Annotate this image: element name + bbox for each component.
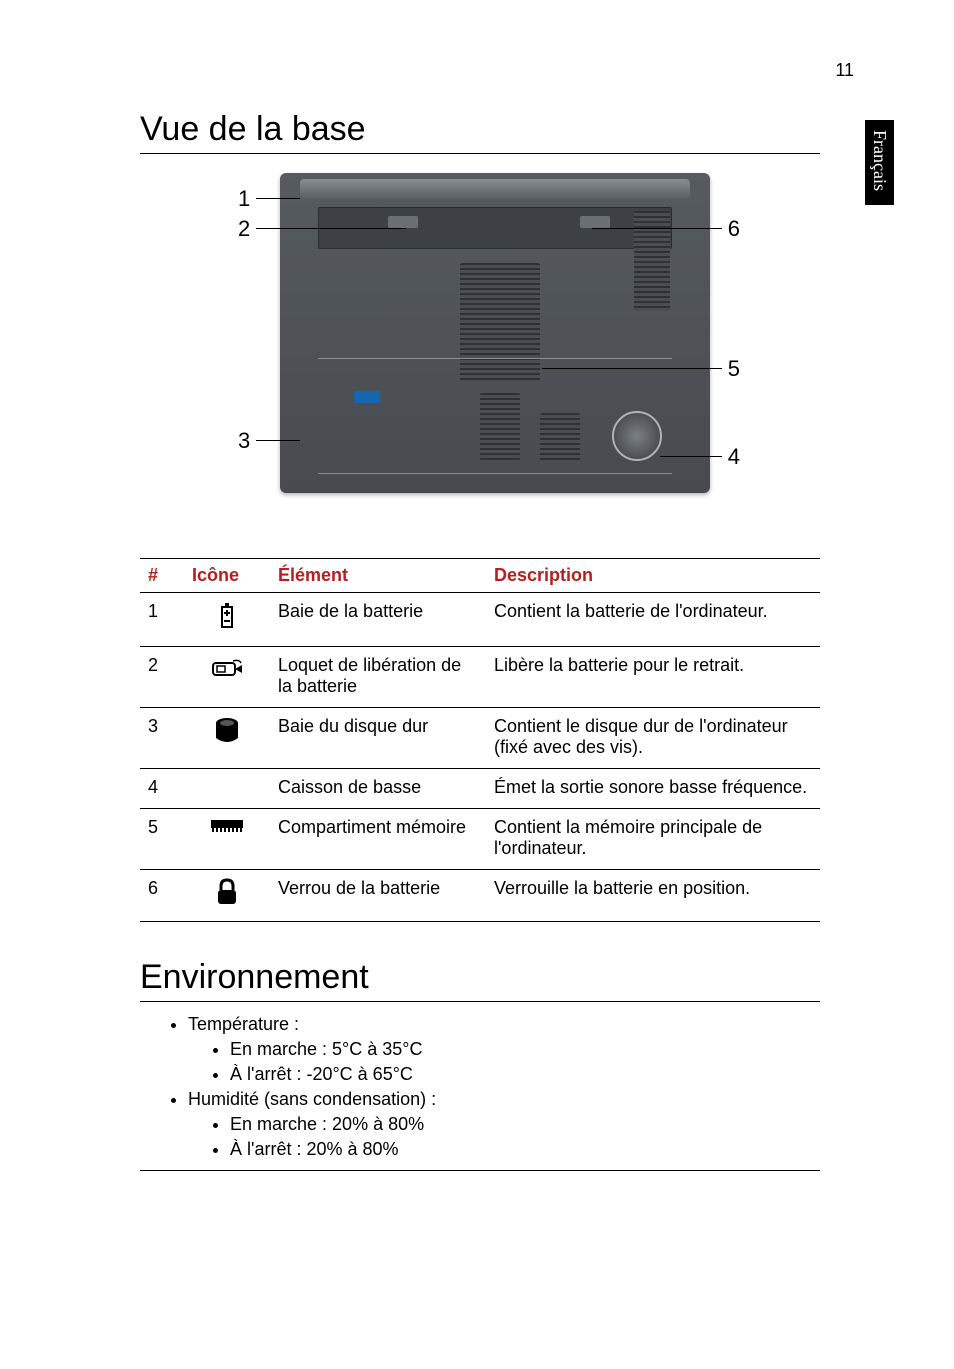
vent-shape (480, 393, 520, 463)
page-number: 11 (835, 60, 854, 81)
laptop-body (280, 173, 710, 493)
battery-lock-shape (580, 216, 610, 228)
battery-icon (216, 601, 238, 636)
hdd-icon (213, 716, 241, 751)
list-item: En marche : 20% à 80% (230, 1114, 820, 1135)
cell-icon (184, 809, 270, 870)
table-row: 3 Baie du disque dur Contient le disque … (140, 708, 820, 769)
cell-icon (184, 593, 270, 647)
callout-line (256, 440, 300, 441)
list-item: En marche : 5°C à 35°C (230, 1039, 820, 1060)
env-label: Température : (188, 1014, 299, 1034)
callout-label: 5 (728, 356, 740, 382)
divider (140, 1170, 820, 1171)
memory-icon (210, 817, 244, 838)
vent-shape (634, 211, 670, 311)
cell-icon (184, 870, 270, 922)
cell-element: Caisson de basse (270, 769, 486, 809)
cell-element: Baie de la batterie (270, 593, 486, 647)
table-row: 5 Compartiment mémoire Contient la mémoi… (140, 809, 820, 870)
col-header-description: Description (486, 559, 820, 593)
callout-label: 6 (728, 216, 740, 242)
callout-label: 4 (728, 444, 740, 470)
environment-sublist: En marche : 20% à 80% À l'arrêt : 20% à … (188, 1114, 820, 1160)
table-row: 4 Caisson de basse Émet la sortie sonore… (140, 769, 820, 809)
cell-num: 2 (140, 647, 184, 708)
subwoofer-shape (612, 411, 662, 461)
laptop-base-diagram: 1 2 3 6 5 4 (190, 168, 770, 528)
callout-line (660, 456, 722, 457)
panel-line (318, 473, 672, 474)
list-item: Température : En marche : 5°C à 35°C À l… (188, 1014, 820, 1085)
section-title-environment: Environnement (140, 958, 820, 1002)
vent-shape (540, 413, 580, 463)
section-title-base-view: Vue de la base (140, 110, 820, 154)
callout-label: 1 (238, 186, 250, 212)
cell-num: 5 (140, 809, 184, 870)
page-content: Vue de la base 1 2 3 6 (140, 110, 820, 1171)
list-item: À l'arrêt : 20% à 80% (230, 1139, 820, 1160)
callout-line (256, 228, 406, 229)
cell-num: 3 (140, 708, 184, 769)
col-header-element: Élément (270, 559, 486, 593)
callout-label: 2 (238, 216, 250, 242)
cell-description: Contient la mémoire principale de l'ordi… (486, 809, 820, 870)
cell-description: Contient le disque dur de l'ordinateur (… (486, 708, 820, 769)
table-row: 6 Verrou de la batterie Verrouille la ba… (140, 870, 820, 922)
lock-icon (215, 878, 239, 911)
cell-description: Verrouille la batterie en position. (486, 870, 820, 922)
cell-element: Baie du disque dur (270, 708, 486, 769)
parts-table: # Icône Élément Description 1 Baie de la… (140, 558, 820, 922)
list-item: À l'arrêt : -20°C à 65°C (230, 1064, 820, 1085)
table-header-row: # Icône Élément Description (140, 559, 820, 593)
callout-line (256, 198, 300, 199)
sticker-shape (354, 391, 380, 403)
cell-icon (184, 769, 270, 809)
cell-num: 1 (140, 593, 184, 647)
environment-sublist: En marche : 5°C à 35°C À l'arrêt : -20°C… (188, 1039, 820, 1085)
battery-release-latch-shape (388, 216, 418, 228)
cell-element: Compartiment mémoire (270, 809, 486, 870)
cell-icon (184, 708, 270, 769)
cell-num: 4 (140, 769, 184, 809)
language-tab: Français (865, 120, 894, 205)
col-header-icon: Icône (184, 559, 270, 593)
list-item: Humidité (sans condensation) : En marche… (188, 1089, 820, 1160)
cell-description: Émet la sortie sonore basse fréquence. (486, 769, 820, 809)
callout-line (542, 368, 722, 369)
table-row: 1 Baie de la batterie Contient la batter… (140, 593, 820, 647)
callout-line (592, 228, 722, 229)
cell-num: 6 (140, 870, 184, 922)
panel-line (318, 358, 672, 359)
cell-element: Loquet de libération de la batterie (270, 647, 486, 708)
env-label: Humidité (sans condensation) : (188, 1089, 436, 1109)
cell-element: Verrou de la batterie (270, 870, 486, 922)
battery-release-icon (209, 655, 245, 684)
callout-label: 3 (238, 428, 250, 454)
col-header-num: # (140, 559, 184, 593)
vent-shape (460, 263, 540, 383)
cell-description: Libère la batterie pour le retrait. (486, 647, 820, 708)
cell-icon (184, 647, 270, 708)
environment-list: Température : En marche : 5°C à 35°C À l… (140, 1014, 820, 1160)
table-row: 2 Loquet de libération de la batterie Li… (140, 647, 820, 708)
cell-description: Contient la batterie de l'ordinateur. (486, 593, 820, 647)
